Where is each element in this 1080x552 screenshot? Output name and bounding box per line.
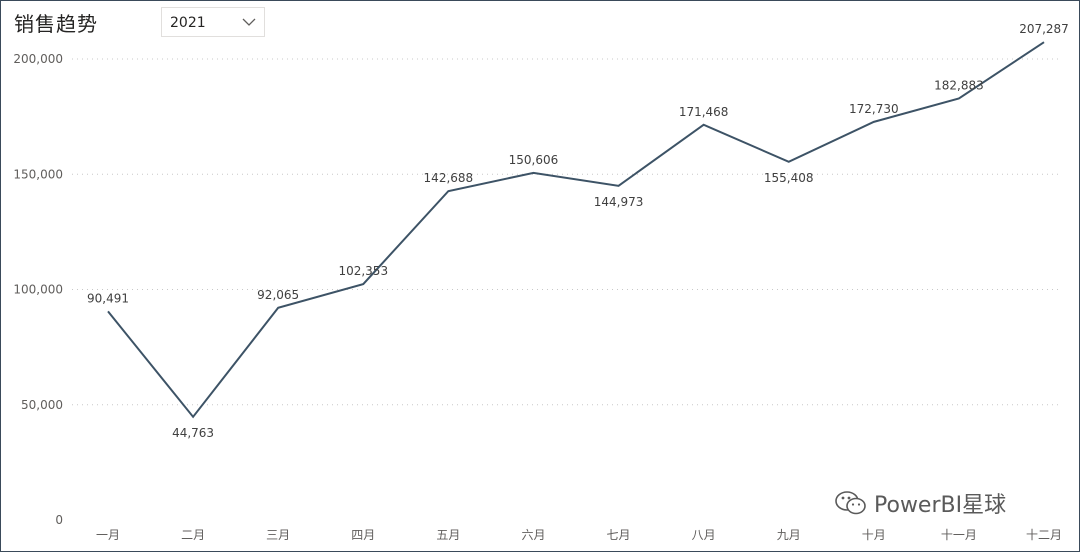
y-tick-label: 150,000 (13, 167, 63, 181)
sales-series-line (107, 41, 1045, 419)
x-tick-label: 十二月 (1026, 528, 1062, 542)
x-tick-label: 五月 (436, 528, 460, 542)
chart-title: 销售趋势 (14, 12, 98, 36)
y-tick-label: 200,000 (13, 52, 63, 66)
data-label: 155,408 (764, 171, 814, 185)
y-tick-label: 100,000 (13, 283, 63, 297)
chevron-down-icon (242, 18, 256, 26)
x-tick-label: 十一月 (941, 528, 977, 542)
x-tick-label: 十月 (862, 528, 886, 542)
data-label: 44,763 (172, 426, 214, 440)
data-label: 171,468 (679, 105, 729, 119)
data-label: 150,606 (509, 153, 559, 167)
watermark-text: PowerBI星球 (874, 493, 1007, 518)
series-line-layer (107, 41, 1045, 419)
data-label: 142,688 (424, 171, 474, 185)
y-axis-ticks: 0 50,000 100,000 150,000 200,000 (13, 52, 63, 527)
x-tick-label: 一月 (96, 528, 120, 542)
data-label: 207,287 (1019, 22, 1069, 36)
x-tick-label: 七月 (607, 528, 631, 542)
x-tick-label: 三月 (266, 528, 290, 542)
data-label: 102,353 (338, 264, 388, 278)
x-tick-label: 八月 (692, 528, 716, 542)
year-slicer-value: 2021 (170, 15, 206, 31)
data-label: 172,730 (849, 102, 899, 116)
y-tick-label: 0 (55, 513, 63, 527)
x-tick-label: 六月 (521, 528, 545, 542)
x-tick-label: 二月 (181, 528, 205, 542)
year-slicer-dropdown[interactable]: 2021 (161, 7, 265, 37)
data-label: 182,883 (934, 78, 984, 92)
x-tick-label: 四月 (351, 528, 375, 542)
data-label: 90,491 (87, 291, 129, 305)
y-tick-label: 50,000 (21, 398, 63, 412)
data-labels: 90,491 44,763 92,065 102,353 142,688 150,606 1… (87, 22, 1069, 440)
watermark: PowerBI星球 (834, 488, 1006, 518)
data-label: 144,973 (594, 195, 644, 209)
x-tick-label: 九月 (777, 528, 801, 542)
wechat-icon (835, 491, 866, 515)
x-axis-ticks: 一月 二月 三月 四月 五月 六月 七月 八月 九月 十月 十一月 十二月 (96, 528, 1062, 542)
data-label: 92,065 (257, 288, 299, 302)
gridlines (72, 58, 1062, 406)
